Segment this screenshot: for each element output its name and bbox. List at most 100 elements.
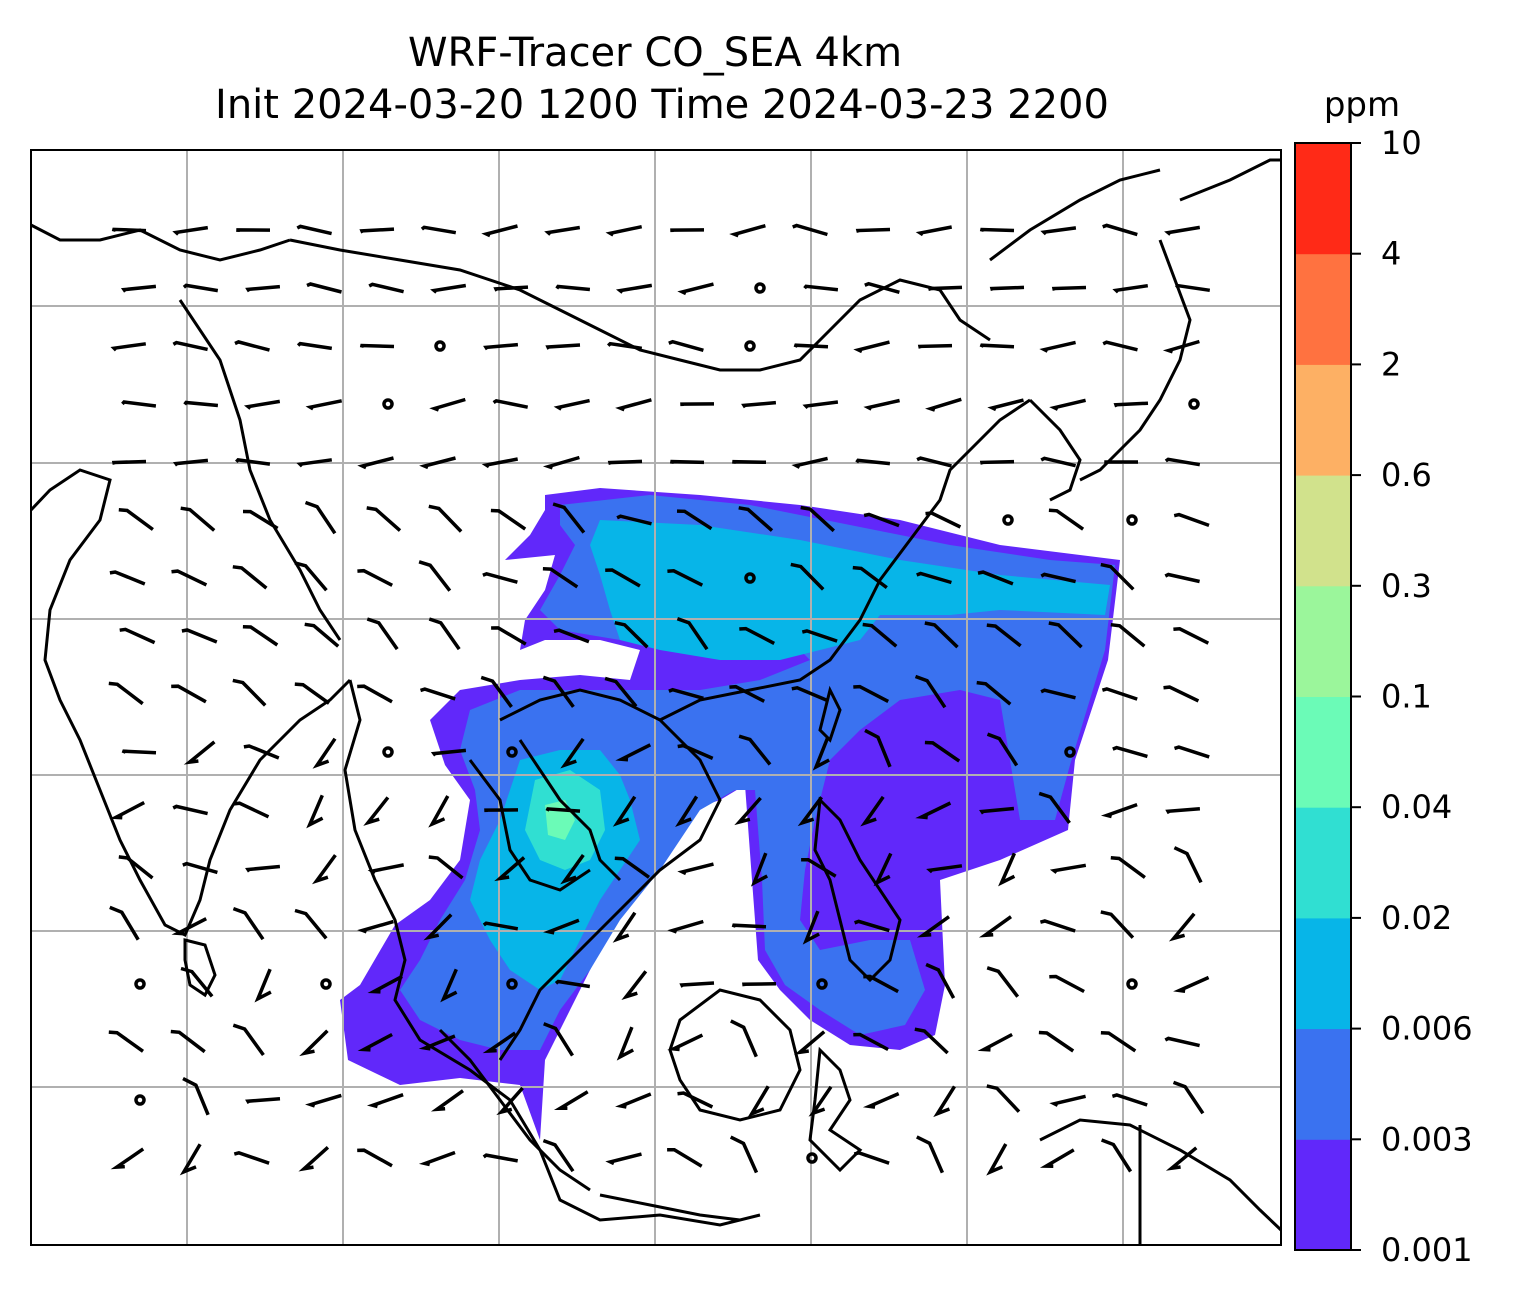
wind-barb bbox=[987, 398, 1024, 412]
wind-barb bbox=[440, 968, 458, 1003]
wind-barb bbox=[245, 284, 281, 293]
wind-barb bbox=[1100, 562, 1135, 591]
wind-barb bbox=[428, 504, 463, 533]
wind-barb bbox=[1040, 572, 1076, 584]
wind-barb bbox=[1039, 919, 1076, 933]
wind-barb bbox=[1040, 226, 1077, 236]
wind-barb bbox=[797, 796, 823, 827]
coastline-okhotsk bbox=[989, 168, 1161, 262]
wind-barb bbox=[734, 796, 762, 826]
wind-barb bbox=[616, 1026, 635, 1061]
wind-barb bbox=[304, 500, 337, 535]
wind-barb bbox=[616, 514, 652, 526]
wind-barb bbox=[933, 1085, 956, 1118]
wind-barb bbox=[1051, 285, 1087, 291]
wind-barb bbox=[555, 284, 591, 292]
wind-barb bbox=[172, 225, 209, 236]
wind-barb bbox=[542, 675, 575, 708]
wind-barb bbox=[916, 456, 952, 468]
wind-barb bbox=[863, 512, 900, 528]
wind-barb bbox=[1049, 1094, 1087, 1107]
border-thailand-cambodia bbox=[468, 759, 591, 892]
wind-barb bbox=[419, 687, 456, 701]
wind-barb bbox=[296, 341, 333, 351]
wind-barb bbox=[738, 734, 772, 766]
wind-barb bbox=[172, 340, 208, 352]
wind-barb bbox=[750, 852, 769, 887]
wind-barb bbox=[977, 1032, 1013, 1052]
wind-barb bbox=[612, 795, 637, 827]
wind-barb bbox=[854, 919, 890, 933]
wind-barb bbox=[615, 1092, 652, 1109]
wind-barb bbox=[298, 1145, 330, 1172]
wind-barb bbox=[1038, 791, 1071, 824]
colorbar-tick-label: 10 bbox=[1381, 124, 1422, 162]
wind-barb bbox=[801, 858, 837, 878]
wind-barb bbox=[493, 285, 529, 292]
wind-barb bbox=[245, 1097, 281, 1104]
colorbar-tick-label: 0.006 bbox=[1381, 1010, 1473, 1048]
colorbar-tick-label: 0.04 bbox=[1381, 788, 1452, 826]
wind-barb bbox=[927, 285, 963, 292]
wind-barb bbox=[863, 974, 899, 994]
wind-barb bbox=[853, 684, 890, 703]
wind-barb bbox=[1112, 283, 1149, 294]
wind-barb bbox=[108, 1030, 145, 1053]
colorbar-tick-label: 0.001 bbox=[1381, 1231, 1473, 1269]
wind-barb bbox=[612, 911, 637, 943]
wind-barb bbox=[306, 794, 324, 829]
wind-barb bbox=[979, 227, 1015, 233]
wind-barb bbox=[543, 918, 580, 935]
wind-barb bbox=[986, 623, 1022, 648]
wind-barb bbox=[171, 684, 207, 704]
wind-barb bbox=[480, 675, 513, 708]
wind-barb bbox=[183, 400, 219, 408]
wind-barb bbox=[232, 1023, 265, 1057]
map-panel bbox=[30, 149, 1282, 1246]
wind-barb bbox=[862, 1091, 900, 1109]
wind-barb bbox=[976, 680, 1012, 706]
wind-barb bbox=[311, 854, 337, 885]
wind-barb bbox=[232, 906, 265, 941]
colorbar-segment bbox=[1295, 475, 1351, 587]
wind-barb bbox=[544, 225, 581, 236]
wind-barb bbox=[242, 624, 279, 647]
wind-barb bbox=[490, 508, 527, 531]
wind-barb bbox=[1049, 863, 1087, 874]
wind-barb bbox=[925, 962, 956, 999]
calm-wind-marker bbox=[806, 1152, 818, 1164]
wind-barb bbox=[615, 398, 652, 412]
wind-barb bbox=[790, 562, 825, 591]
wind-barb bbox=[482, 921, 519, 931]
wind-barb bbox=[986, 1143, 1008, 1176]
wind-barb bbox=[494, 856, 526, 882]
wind-barb bbox=[560, 737, 585, 769]
wind-barb bbox=[668, 687, 704, 700]
wind-barb bbox=[917, 343, 953, 349]
calm-wind-marker bbox=[1064, 746, 1076, 758]
wind-barb bbox=[294, 908, 328, 940]
wind-barb bbox=[1040, 456, 1077, 468]
wind-barb bbox=[605, 568, 641, 588]
colorbar-segment bbox=[1295, 1028, 1351, 1140]
wind-barb bbox=[732, 459, 767, 465]
wind-barb bbox=[986, 1084, 1021, 1113]
wind-barb bbox=[1038, 1030, 1075, 1053]
wind-barb bbox=[621, 970, 648, 1001]
coastlines bbox=[31, 158, 1281, 1245]
wind-barb bbox=[1173, 745, 1210, 759]
wind-barb bbox=[366, 506, 402, 532]
colorbar-tick-label: 4 bbox=[1381, 235, 1401, 273]
wind-barb bbox=[855, 458, 891, 466]
wind-barb bbox=[357, 568, 394, 587]
wind-barb bbox=[542, 1138, 575, 1173]
wind-barb bbox=[729, 1135, 759, 1174]
wind-barb bbox=[667, 1148, 703, 1168]
wind-barb bbox=[1173, 512, 1210, 528]
coastline-philippines bbox=[813, 796, 902, 983]
border-laos-vietnam bbox=[518, 739, 622, 882]
wind-barb bbox=[729, 224, 766, 238]
calm-wind-marker bbox=[1002, 514, 1014, 526]
wind-barb bbox=[120, 284, 157, 293]
wind-barb bbox=[914, 1027, 949, 1055]
